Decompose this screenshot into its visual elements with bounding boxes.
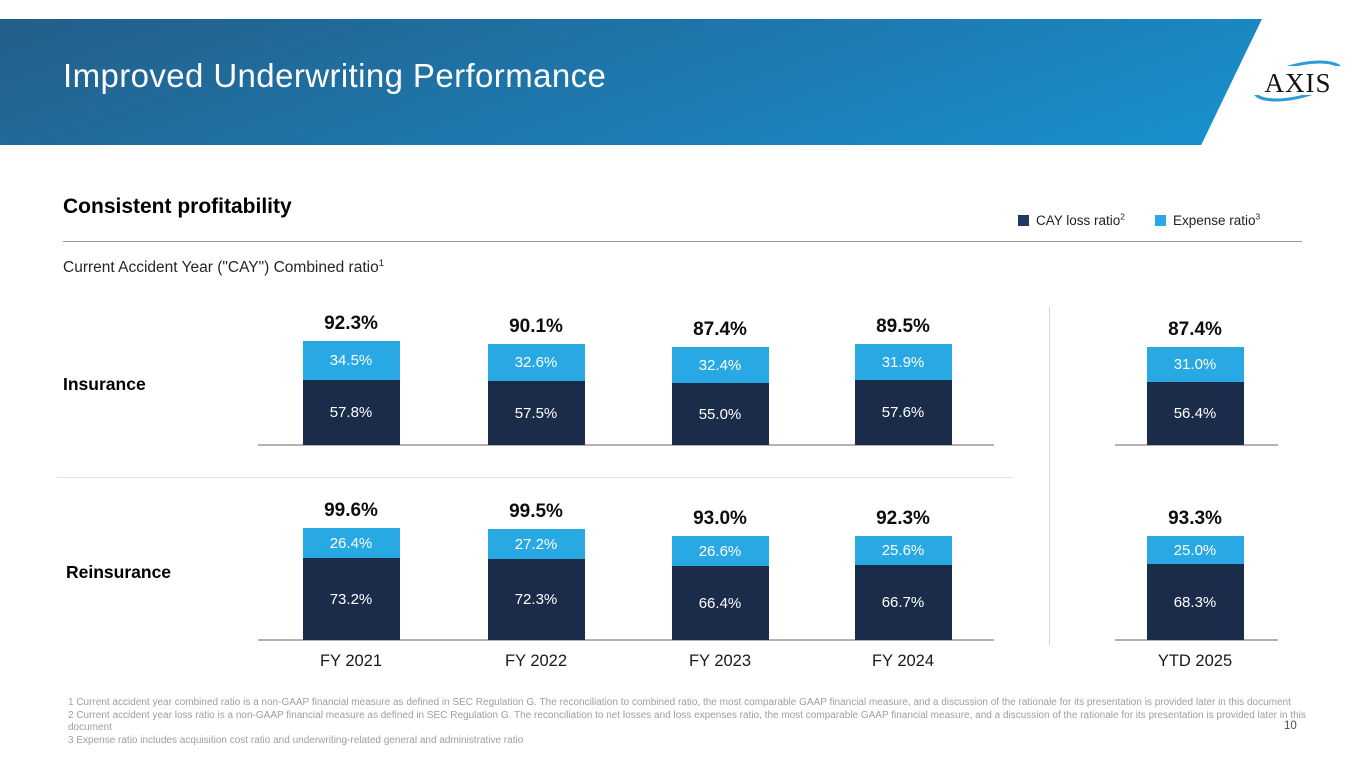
bar-segment-expense: 34.5%: [302, 341, 400, 380]
section-heading: Consistent profitability: [63, 195, 292, 218]
bar-segment-expense: 32.6%: [487, 344, 585, 381]
axis-logo-text: AXIS: [1264, 68, 1331, 98]
bar-total-label: 89.5%: [876, 316, 930, 337]
bar-segment-expense: 25.0%: [1146, 536, 1244, 564]
bar-total-label: 93.0%: [693, 508, 747, 529]
axis-category-label: FY 2024: [871, 652, 935, 670]
bar-segment-expense: 26.6%: [671, 536, 769, 566]
baseline-insurance-ytd: [1115, 444, 1278, 446]
axis-logo: AXIS: [1248, 50, 1348, 114]
legend-label: CAY loss ratio2: [1036, 211, 1125, 228]
bar-segment-loss: 55.0%: [671, 383, 769, 445]
bar-segment-expense: 25.6%: [854, 536, 952, 565]
bar-segment-expense: 32.4%: [671, 347, 769, 383]
baseline-insurance-main: [258, 444, 994, 446]
row-label-reinsurance: Reinsurance: [66, 562, 172, 582]
footnote-1: 1 Current accident year combined ratio i…: [68, 697, 1291, 708]
bar-total-label: 92.3%: [324, 313, 378, 334]
legend-item-cay-loss-ratio: CAY loss ratio2: [1018, 211, 1125, 228]
bar-total-label: 99.6%: [324, 500, 378, 521]
bar-segment-expense: 26.4%: [302, 528, 400, 558]
row-label-insurance: Insurance: [63, 374, 146, 394]
footnote-2: 2 Current accident year loss ratio is a …: [68, 709, 1306, 734]
chart-legend: CAY loss ratio2 Expense ratio3: [1018, 211, 1261, 228]
footnotes: 1 Current accident year combined ratio i…: [68, 697, 1313, 747]
page-number: 10: [1284, 720, 1297, 732]
axis-category-label: FY 2023: [688, 652, 752, 670]
bar-segment-expense: 27.2%: [487, 529, 585, 559]
legend-swatch: [1018, 215, 1029, 226]
bar-segment-loss: 57.6%: [854, 380, 952, 445]
chart-subtitle: Current Accident Year ("CAY") Combined r…: [63, 257, 385, 276]
bar-total-label: 87.4%: [1168, 319, 1222, 340]
legend-swatch: [1154, 215, 1166, 226]
page-title: Improved Underwriting Performance: [63, 57, 607, 94]
axis-logo-graphic: AXIS: [1248, 60, 1348, 102]
bar-total-label: 93.3%: [1168, 508, 1222, 529]
legend-item-expense-ratio: Expense ratio3: [1154, 211, 1261, 228]
row-divider-line: [57, 477, 1013, 478]
bar-segment-loss: 57.5%: [487, 381, 585, 445]
bar-segment-loss: 56.4%: [1146, 382, 1244, 445]
bar-total-label: 92.3%: [876, 508, 930, 529]
baseline-reinsurance-main: [258, 639, 994, 641]
axis-category-label: FY 2021: [319, 652, 383, 670]
axis-category-label: FY 2022: [504, 652, 568, 670]
bar-segment-loss: 66.4%: [671, 566, 769, 640]
bar-segment-loss: 68.3%: [1146, 564, 1244, 640]
bar-segment-expense: 31.9%: [854, 344, 952, 380]
baseline-reinsurance-ytd: [1115, 639, 1278, 641]
header-banner: Improved Underwriting Performance: [0, 19, 1262, 145]
bar-segment-loss: 72.3%: [487, 559, 585, 640]
axis-category-label: YTD 2025: [1157, 652, 1233, 670]
legend-label: Expense ratio3: [1172, 211, 1261, 228]
bar-segment-loss: 57.8%: [302, 380, 400, 445]
bar-segment-loss: 73.2%: [302, 558, 400, 640]
ytd-separator-line: [1049, 307, 1050, 645]
bar-total-label: 90.1%: [509, 316, 563, 337]
heading-rule: [63, 241, 1302, 242]
logo-mask: [1248, 66, 1348, 95]
bar-total-label: 87.4%: [693, 319, 747, 340]
footnote-3: 3 Expense ratio includes acquisition cos…: [68, 734, 524, 746]
bar-segment-expense: 31.0%: [1146, 347, 1244, 382]
bar-total-label: 99.5%: [509, 501, 563, 522]
bar-segment-loss: 66.7%: [854, 565, 952, 640]
